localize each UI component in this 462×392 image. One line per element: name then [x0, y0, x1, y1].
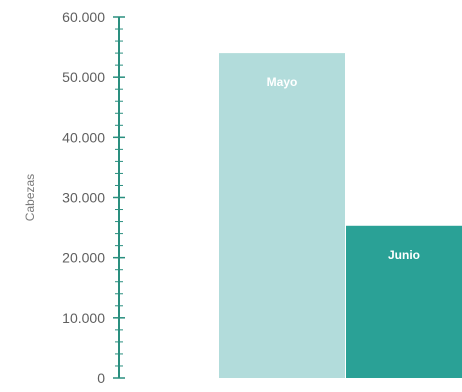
bar-junio [346, 225, 462, 378]
bars: Mayo Junio [219, 53, 462, 378]
y-tick-label: 50.000 [62, 69, 105, 85]
y-tick-label: 0 [97, 370, 105, 386]
bar-label-mayo: Mayo [267, 75, 298, 89]
y-tick-label: 20.000 [62, 250, 105, 266]
bar-label-junio: Junio [388, 248, 420, 262]
y-tick-label: 60.000 [62, 9, 105, 25]
y-tick-label: 30.000 [62, 190, 105, 206]
y-tick-label: 10.000 [62, 310, 105, 326]
y-axis-title: Cabezas [23, 174, 37, 221]
y-axis-ticks: 0 10.000 20.000 30.000 40.000 50.000 60.000 [62, 9, 125, 386]
y-tick-label: 40.000 [62, 129, 105, 145]
bar-mayo [219, 53, 345, 378]
